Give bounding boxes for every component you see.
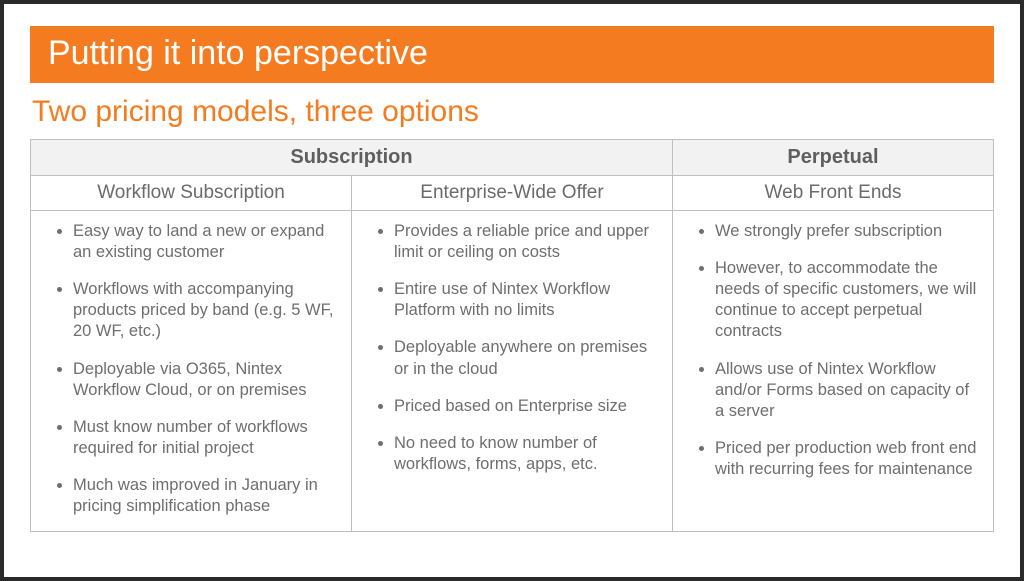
- list-item: We strongly prefer subscription: [715, 221, 979, 242]
- bullet-list: Easy way to land a new or expand an exis…: [45, 221, 337, 517]
- list-item: Workflows with accompanying products pri…: [73, 279, 337, 342]
- list-item: No need to know number of workflows, for…: [394, 433, 658, 475]
- list-item: However, to accommodate the needs of spe…: [715, 258, 979, 342]
- bullet-list: Provides a reliable price and upper limi…: [366, 221, 658, 475]
- col-enterprise-offer: Provides a reliable price and upper limi…: [352, 211, 673, 532]
- list-item: Deployable via O365, Nintex Workflow Clo…: [73, 359, 337, 401]
- list-item: Much was improved in January in pricing …: [73, 475, 337, 517]
- group-header-row: Subscription Perpetual: [31, 140, 994, 176]
- slide-title: Putting it into perspective: [48, 34, 428, 72]
- col-heading-enterprise: Enterprise-Wide Offer: [352, 176, 673, 211]
- column-header-row: Workflow Subscription Enterprise-Wide Of…: [31, 176, 994, 211]
- content-row: Easy way to land a new or expand an exis…: [31, 211, 994, 532]
- bullet-list: We strongly prefer subscription However,…: [687, 221, 979, 480]
- list-item: Entire use of Nintex Workflow Platform w…: [394, 279, 658, 321]
- slide-subtitle: Two pricing models, three options: [32, 95, 994, 129]
- list-item: Provides a reliable price and upper limi…: [394, 221, 658, 263]
- list-item: Deployable anywhere on premises or in th…: [394, 337, 658, 379]
- col-web-front-ends: We strongly prefer subscription However,…: [673, 211, 994, 532]
- slide-title-bar: Putting it into perspective: [30, 26, 994, 83]
- pricing-table: Subscription Perpetual Workflow Subscrip…: [30, 139, 994, 532]
- list-item: Allows use of Nintex Workflow and/or For…: [715, 359, 979, 422]
- list-item: Priced per production web front end with…: [715, 438, 979, 480]
- list-item: Priced based on Enterprise size: [394, 396, 658, 417]
- list-item: Must know number of workflows required f…: [73, 417, 337, 459]
- col-heading-wfe: Web Front Ends: [673, 176, 994, 211]
- list-item: Easy way to land a new or expand an exis…: [73, 221, 337, 263]
- col-heading-workflow-sub: Workflow Subscription: [31, 176, 352, 211]
- group-perpetual: Perpetual: [673, 140, 994, 176]
- group-subscription: Subscription: [31, 140, 673, 176]
- col-workflow-subscription: Easy way to land a new or expand an exis…: [31, 211, 352, 532]
